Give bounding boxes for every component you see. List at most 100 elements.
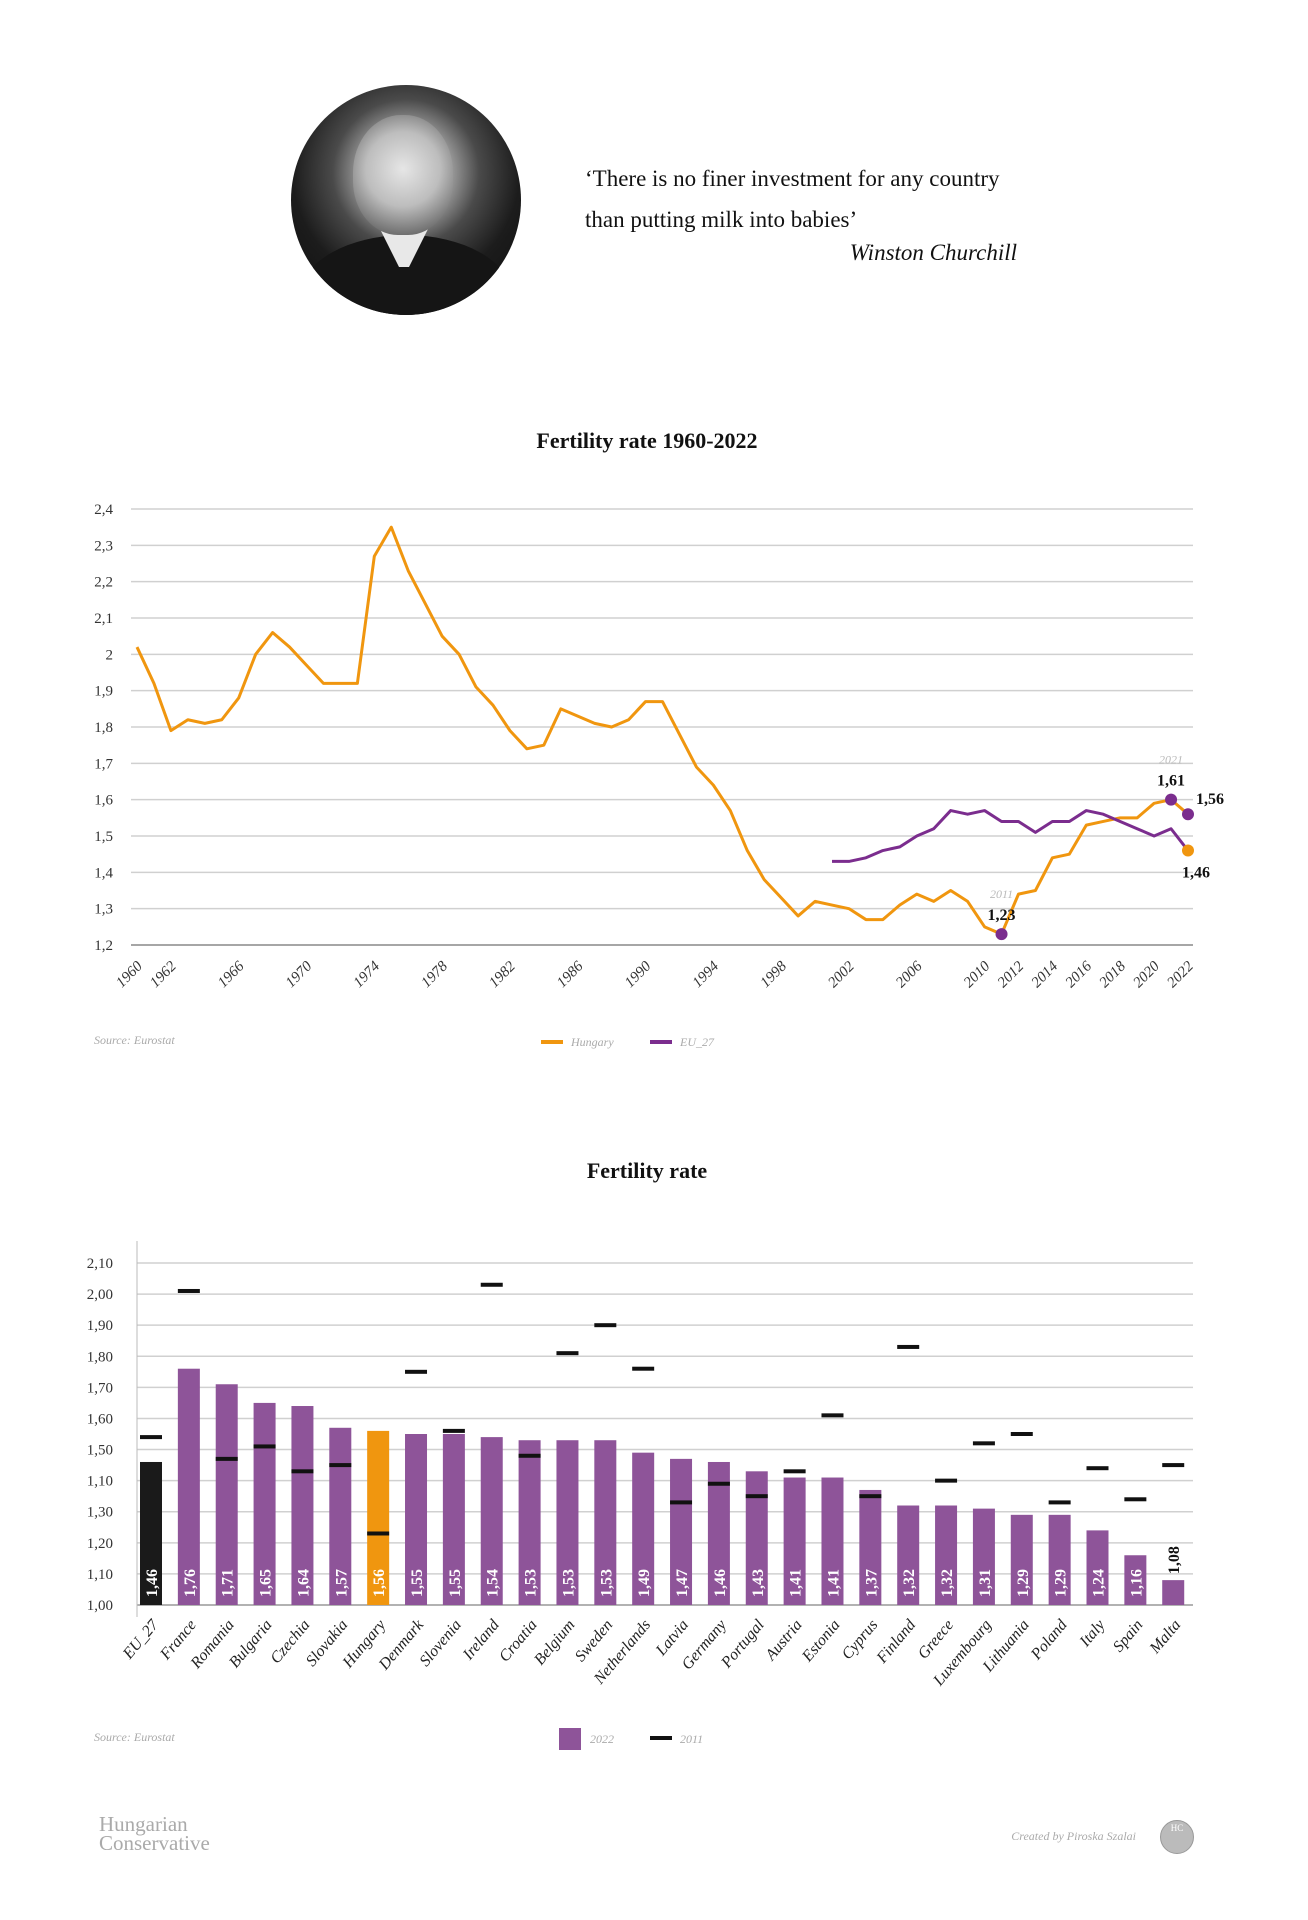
created-by: Created by Piroska Szalai: [1011, 1829, 1136, 1843]
y-tick-label: 1,20: [87, 1536, 113, 1552]
y-tick-label: 2,00: [87, 1287, 113, 1303]
bar-slovakia: [329, 1427, 352, 1605]
bar-hungary: [367, 1430, 390, 1605]
bar-value-label: 1,32: [939, 1569, 956, 1597]
annotation-dot: [1182, 844, 1194, 857]
legend-label: 2022: [590, 1732, 614, 1746]
y-tick-label: 2,1: [94, 611, 113, 627]
bar-value-label: 1,55: [447, 1569, 464, 1597]
bar-ireland: [480, 1437, 503, 1605]
bar-value-label: 1,53: [560, 1569, 577, 1597]
x-tick-label: 2012: [995, 958, 1028, 991]
marker-2011: [480, 1282, 503, 1287]
bar-netherlands: [632, 1452, 655, 1605]
quote-author: Winston Churchill: [849, 240, 1017, 265]
y-tick-label: 1,4: [94, 865, 113, 881]
y-tick-label: 1,80: [87, 1349, 113, 1365]
y-tick-label: 1,30: [87, 1505, 113, 1521]
x-tick-label: 2002: [825, 958, 858, 991]
hc-logo-icon: HC: [1160, 1820, 1194, 1854]
annotation-dot: [1182, 808, 1194, 821]
bar-estonia: [821, 1477, 844, 1605]
bar-value-label: 1,29: [1053, 1569, 1070, 1597]
x-tick-label: 2022: [1164, 958, 1197, 991]
legend-label: Hungary: [570, 1035, 614, 1049]
series-line-hungary: [135, 525, 1189, 936]
marker-2011: [821, 1413, 844, 1418]
y-tick-label: 1,6: [94, 793, 113, 809]
bar-lithuania: [1010, 1514, 1033, 1605]
bar-value-label: 1,16: [1128, 1569, 1145, 1597]
bar-value-label: 1,53: [598, 1569, 615, 1597]
annotation-dot: [1165, 793, 1178, 806]
x-tick-label: 1982: [486, 958, 519, 991]
category-label: EU_27: [119, 1616, 162, 1663]
marker-2011: [594, 1323, 617, 1328]
y-tick-label: 1,10: [87, 1474, 113, 1490]
bar-germany: [707, 1461, 730, 1605]
y-tick-label: 1,8: [94, 720, 113, 736]
x-tick-label: 1966: [215, 958, 248, 991]
bar-value-label: 1,65: [258, 1569, 275, 1597]
bar-malta: [1162, 1580, 1185, 1605]
y-tick-label: 1,70: [87, 1380, 113, 1396]
bar-value-label: 1,29: [1015, 1569, 1032, 1597]
bar-value-label: 1,37: [863, 1569, 880, 1597]
x-tick-label: 2018: [1096, 958, 1129, 991]
bar-value-label: 1,47: [674, 1569, 691, 1597]
y-tick-label: 2,2: [94, 575, 113, 591]
annotation-value: 1,61: [1157, 773, 1185, 790]
portrait-head: [353, 115, 453, 235]
annotation-value: 1,46: [1182, 865, 1210, 882]
marker-2011: [935, 1478, 958, 1483]
category-label: Belgium: [531, 1617, 578, 1669]
bar-greece: [935, 1505, 958, 1605]
marker-2011: [556, 1351, 579, 1356]
category-label: Poland: [1027, 1616, 1071, 1664]
category-label: Ireland: [459, 1616, 503, 1664]
bar-romania: [215, 1384, 238, 1605]
bar-value-label: 1,57: [333, 1569, 350, 1597]
y-tick-label: 1,5: [94, 829, 113, 845]
x-tick-label: 1990: [622, 958, 655, 991]
annotation-year: 2011: [990, 887, 1013, 901]
marker-2011: [783, 1469, 806, 1474]
marker-2011: [897, 1344, 920, 1349]
x-tick-label: 1994: [690, 958, 723, 991]
brand-logo-text: Hungarian Conservative: [99, 1812, 210, 1855]
legend-label: 2011: [680, 1732, 703, 1746]
category-label: Italy: [1076, 1616, 1109, 1651]
bar-value-label: 1,08: [1166, 1546, 1183, 1574]
y-tick-label: 1,2: [94, 938, 113, 954]
bar-poland: [1048, 1514, 1071, 1605]
quote-line-1: ‘There is no finer investment for any co…: [585, 166, 1000, 191]
marker-2011: [140, 1435, 162, 1440]
bar-value-label: 1,64: [295, 1569, 312, 1597]
bar-bulgaria: [253, 1402, 276, 1605]
marker-2011: [253, 1444, 276, 1449]
marker-2011: [1162, 1463, 1185, 1468]
bar-value-label: 1,56: [371, 1569, 388, 1597]
marker-2011: [518, 1453, 541, 1458]
marker-2011: [1048, 1500, 1071, 1505]
bar-croatia: [518, 1440, 541, 1605]
bar-value-label: 1,41: [788, 1569, 805, 1597]
bar-slovenia: [442, 1434, 465, 1605]
bar-value-label: 1,24: [1091, 1569, 1108, 1597]
x-tick-label: 2006: [893, 958, 926, 991]
category-label: Finland: [873, 1616, 920, 1667]
bar-spain: [1124, 1555, 1147, 1605]
bar-denmark: [405, 1434, 428, 1605]
category-label: Estonia: [798, 1617, 843, 1666]
bar-luxembourg: [972, 1508, 995, 1605]
bar-chart-source: Source: Eurostat: [94, 1730, 175, 1744]
x-tick-label: 2020: [1130, 958, 1163, 991]
bar-value-label: 1,46: [144, 1569, 161, 1597]
bar-value-label: 1,71: [220, 1569, 237, 1597]
marker-2011: [442, 1428, 465, 1433]
x-tick-label: 1998: [757, 958, 790, 991]
marker-2011: [707, 1481, 730, 1486]
marker-2011: [972, 1441, 995, 1446]
category-label: Malta: [1146, 1617, 1184, 1658]
